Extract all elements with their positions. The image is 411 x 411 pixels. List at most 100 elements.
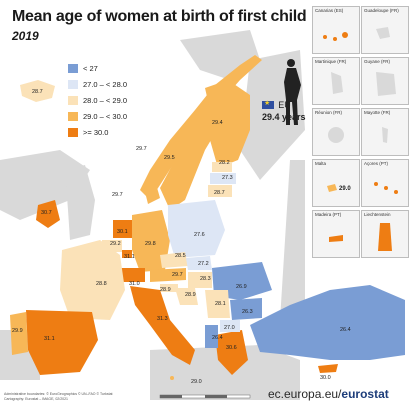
region-slovakia bbox=[186, 256, 212, 270]
region-portugal bbox=[10, 312, 28, 355]
inset-title: Guadeloupe (FR) bbox=[364, 8, 399, 13]
inset-mayotte: Mayotte (FR) bbox=[361, 108, 409, 156]
legend-swatch bbox=[68, 111, 78, 121]
region-estonia bbox=[212, 162, 232, 172]
inset-title: Mayotte (FR) bbox=[364, 110, 391, 115]
credit-line: Administrative boundaries: © EuroGeograp… bbox=[4, 392, 113, 396]
inset-map bbox=[376, 72, 396, 96]
label-iceland: 28.7 bbox=[32, 89, 43, 95]
label-italy: 31.3 bbox=[157, 316, 168, 322]
label-lithuania: 28.7 bbox=[214, 190, 225, 196]
legend-item: >= 30.0 bbox=[68, 124, 168, 140]
legend-item: < 27 bbox=[68, 60, 168, 76]
inset-title: Açores (PT) bbox=[364, 161, 389, 166]
website-brand: eurostat bbox=[341, 387, 389, 401]
region-serbia bbox=[205, 290, 230, 318]
inset-canarias: Canarias (ES) bbox=[312, 6, 360, 54]
label-portugal: 29.9 bbox=[12, 328, 23, 334]
legend-label: 28.0 – < 29.0 bbox=[83, 95, 127, 105]
inset-title: Malta bbox=[315, 161, 327, 166]
label-greece: 30.6 bbox=[226, 345, 237, 351]
label-turkey: 26.4 bbox=[340, 327, 351, 333]
region-poland bbox=[168, 200, 225, 258]
label-slovenia: 28.9 bbox=[160, 287, 171, 293]
label-spain: 31.1 bbox=[44, 336, 55, 342]
legend-swatch bbox=[68, 79, 78, 89]
label-macedonia: 27.0 bbox=[224, 325, 235, 331]
region-france bbox=[60, 240, 125, 320]
region-finland bbox=[205, 80, 250, 168]
inset-acores: Açores (PT) bbox=[361, 159, 409, 207]
region-cyprus bbox=[318, 364, 338, 373]
label-latvia: 27.3 bbox=[222, 175, 233, 181]
inset-map bbox=[382, 127, 388, 143]
inset-guyane: Guyane (FR) bbox=[361, 57, 409, 105]
region-denmark bbox=[144, 184, 160, 204]
inset-map bbox=[329, 235, 343, 242]
label-finland: 29.4 bbox=[212, 120, 223, 126]
label-denmark: 29.7 bbox=[112, 192, 123, 198]
label-serbia: 28.1 bbox=[215, 301, 226, 307]
region-sweden bbox=[160, 110, 220, 210]
inset-madeira: Madeira (PT) bbox=[312, 210, 360, 258]
legend-item: 29.0 – < 30.0 bbox=[68, 108, 168, 124]
credits: Administrative boundaries: © EuroGeograp… bbox=[4, 392, 113, 401]
region-norway bbox=[140, 55, 262, 200]
label-albania: 26.4 bbox=[212, 335, 223, 341]
region-luxembourg bbox=[122, 250, 132, 258]
region-albania bbox=[205, 325, 218, 348]
label-norway: 29.7 bbox=[136, 146, 147, 152]
inset-map bbox=[374, 182, 398, 194]
legend-label: < 27 bbox=[83, 63, 98, 73]
inset-title: Guyane (FR) bbox=[364, 59, 391, 64]
inset-value: 29.0 bbox=[339, 186, 351, 192]
scale-bar bbox=[159, 394, 251, 399]
label-sweden: 29.5 bbox=[164, 155, 175, 161]
inset-map bbox=[331, 72, 343, 94]
inset-reunion: Réunion (FR) bbox=[312, 108, 360, 156]
region-austria bbox=[150, 268, 186, 282]
eu-average-badge: EU bbox=[262, 99, 291, 110]
region-switzerland bbox=[118, 268, 145, 282]
region-turkey bbox=[250, 285, 405, 360]
inset-malta: Malta 29.0 bbox=[312, 159, 360, 207]
region-latvia bbox=[210, 173, 236, 184]
inset-map bbox=[323, 32, 348, 41]
label-netherlands: 30.1 bbox=[117, 229, 128, 235]
inset-map bbox=[327, 184, 337, 192]
inset-map bbox=[378, 223, 392, 251]
map-subtitle: 2019 bbox=[12, 29, 39, 43]
label-poland: 27.6 bbox=[194, 232, 205, 238]
country-labels: 28.7 29.4 29.7 29.5 28.2 27.3 29.7 28.7 … bbox=[12, 89, 351, 385]
inset-title: Liechtenstein bbox=[364, 212, 391, 217]
legend-swatch bbox=[68, 127, 78, 137]
label-czechia: 28.5 bbox=[175, 253, 186, 259]
legend-swatch bbox=[68, 95, 78, 105]
label-ireland: 30.7 bbox=[41, 210, 52, 216]
inset-martinique: Martinique (FR) bbox=[312, 57, 360, 105]
region-slovenia bbox=[160, 284, 178, 292]
inset-map bbox=[376, 27, 390, 39]
website-prefix: ec.europa.eu/ bbox=[268, 387, 342, 401]
region-malta-dot bbox=[170, 376, 174, 380]
legend-label: >= 30.0 bbox=[83, 127, 109, 137]
region-netherlands bbox=[113, 220, 132, 238]
label-croatia: 28.9 bbox=[185, 292, 196, 298]
label-estonia: 28.2 bbox=[219, 160, 230, 166]
inset-title: Madeira (PT) bbox=[315, 212, 342, 217]
eu-label: EU bbox=[278, 100, 291, 110]
website-link[interactable]: ec.europa.eu/eurostat bbox=[268, 387, 389, 401]
region-czechia bbox=[160, 252, 188, 268]
label-austria: 29.7 bbox=[172, 272, 183, 278]
label-cyprus: 30.0 bbox=[320, 375, 331, 381]
legend-item: 28.0 – < 29.0 bbox=[68, 92, 168, 108]
pregnant-woman-icon bbox=[284, 59, 301, 125]
region-croatia bbox=[175, 288, 198, 305]
region-ireland bbox=[36, 200, 60, 228]
label-belgium: 29.2 bbox=[110, 241, 121, 247]
label-romania: 26.9 bbox=[236, 284, 247, 290]
region-macedonia bbox=[220, 320, 240, 332]
region-iceland bbox=[20, 80, 55, 102]
legend-swatch bbox=[68, 63, 78, 73]
inset-title: Canarias (ES) bbox=[315, 8, 344, 13]
